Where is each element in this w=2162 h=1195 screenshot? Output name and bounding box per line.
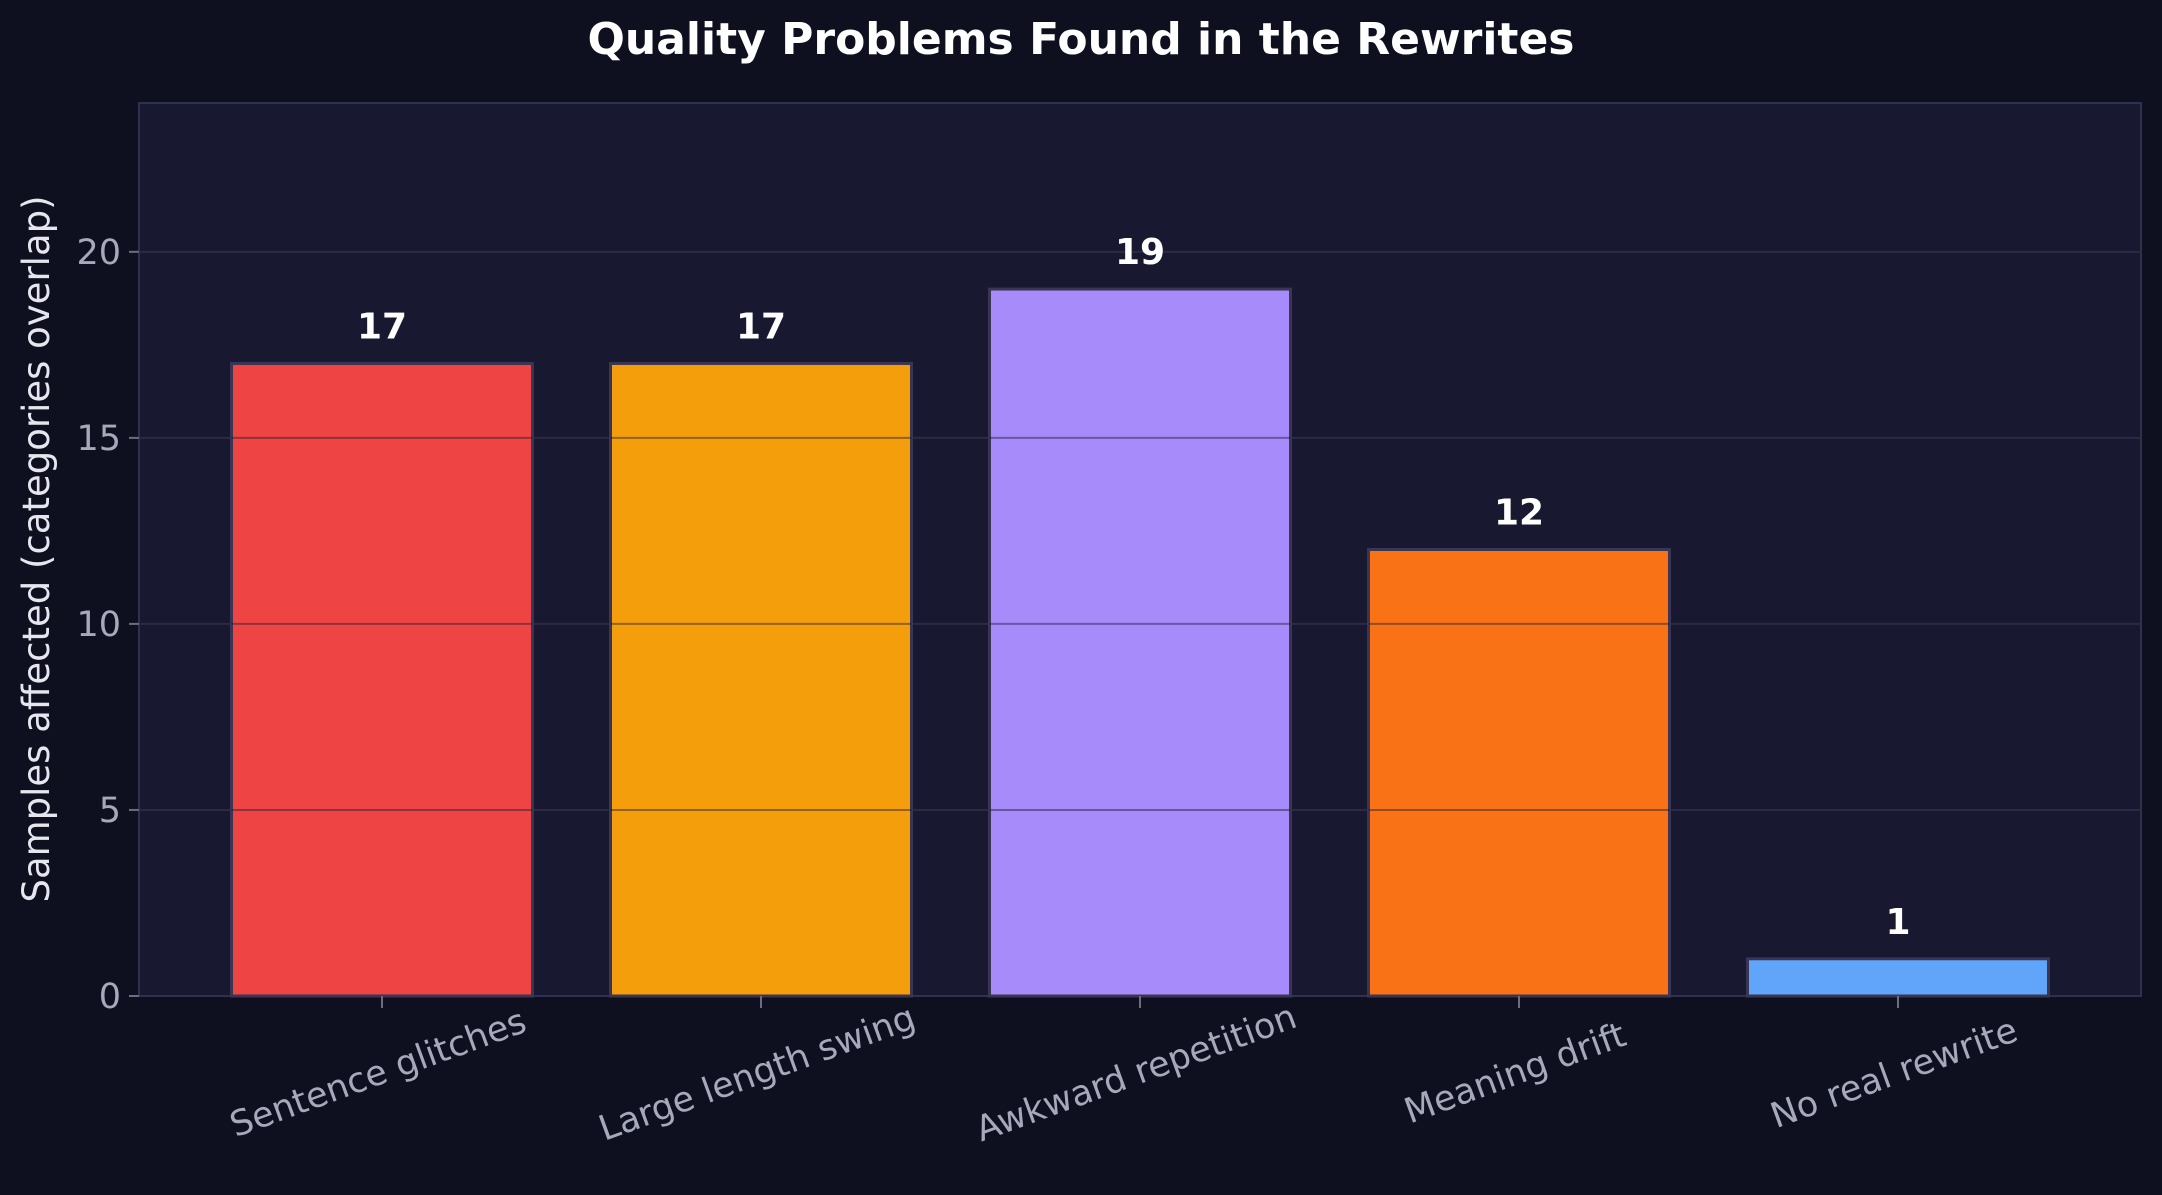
value-label: 17 <box>736 306 786 347</box>
chart-title: Quality Problems Found in the Rewrites <box>588 14 1575 65</box>
y-tick-label: 5 <box>99 791 121 831</box>
y-axis-label: Samples affected (categories overlap) <box>15 195 58 902</box>
bar <box>1367 548 1671 998</box>
bar <box>1746 957 2050 998</box>
y-tick-label: 0 <box>99 977 121 1017</box>
y-tick-label: 20 <box>76 233 121 273</box>
bar <box>609 361 913 998</box>
y-tick-label: 15 <box>76 419 121 459</box>
value-labels: 17 17 19 12 1 <box>357 232 1911 943</box>
bar-overlay-grid-lines <box>231 436 1670 811</box>
bars <box>230 287 2050 998</box>
value-label: 17 <box>357 306 407 347</box>
value-label: 19 <box>1115 232 1165 273</box>
y-tick-label: 10 <box>76 605 121 645</box>
bar <box>230 361 534 998</box>
y-axis-ticks: 0 5 10 15 20 <box>76 233 139 1017</box>
value-label: 12 <box>1494 493 1544 534</box>
value-label: 1 <box>1885 902 1910 943</box>
bar <box>988 287 1292 998</box>
